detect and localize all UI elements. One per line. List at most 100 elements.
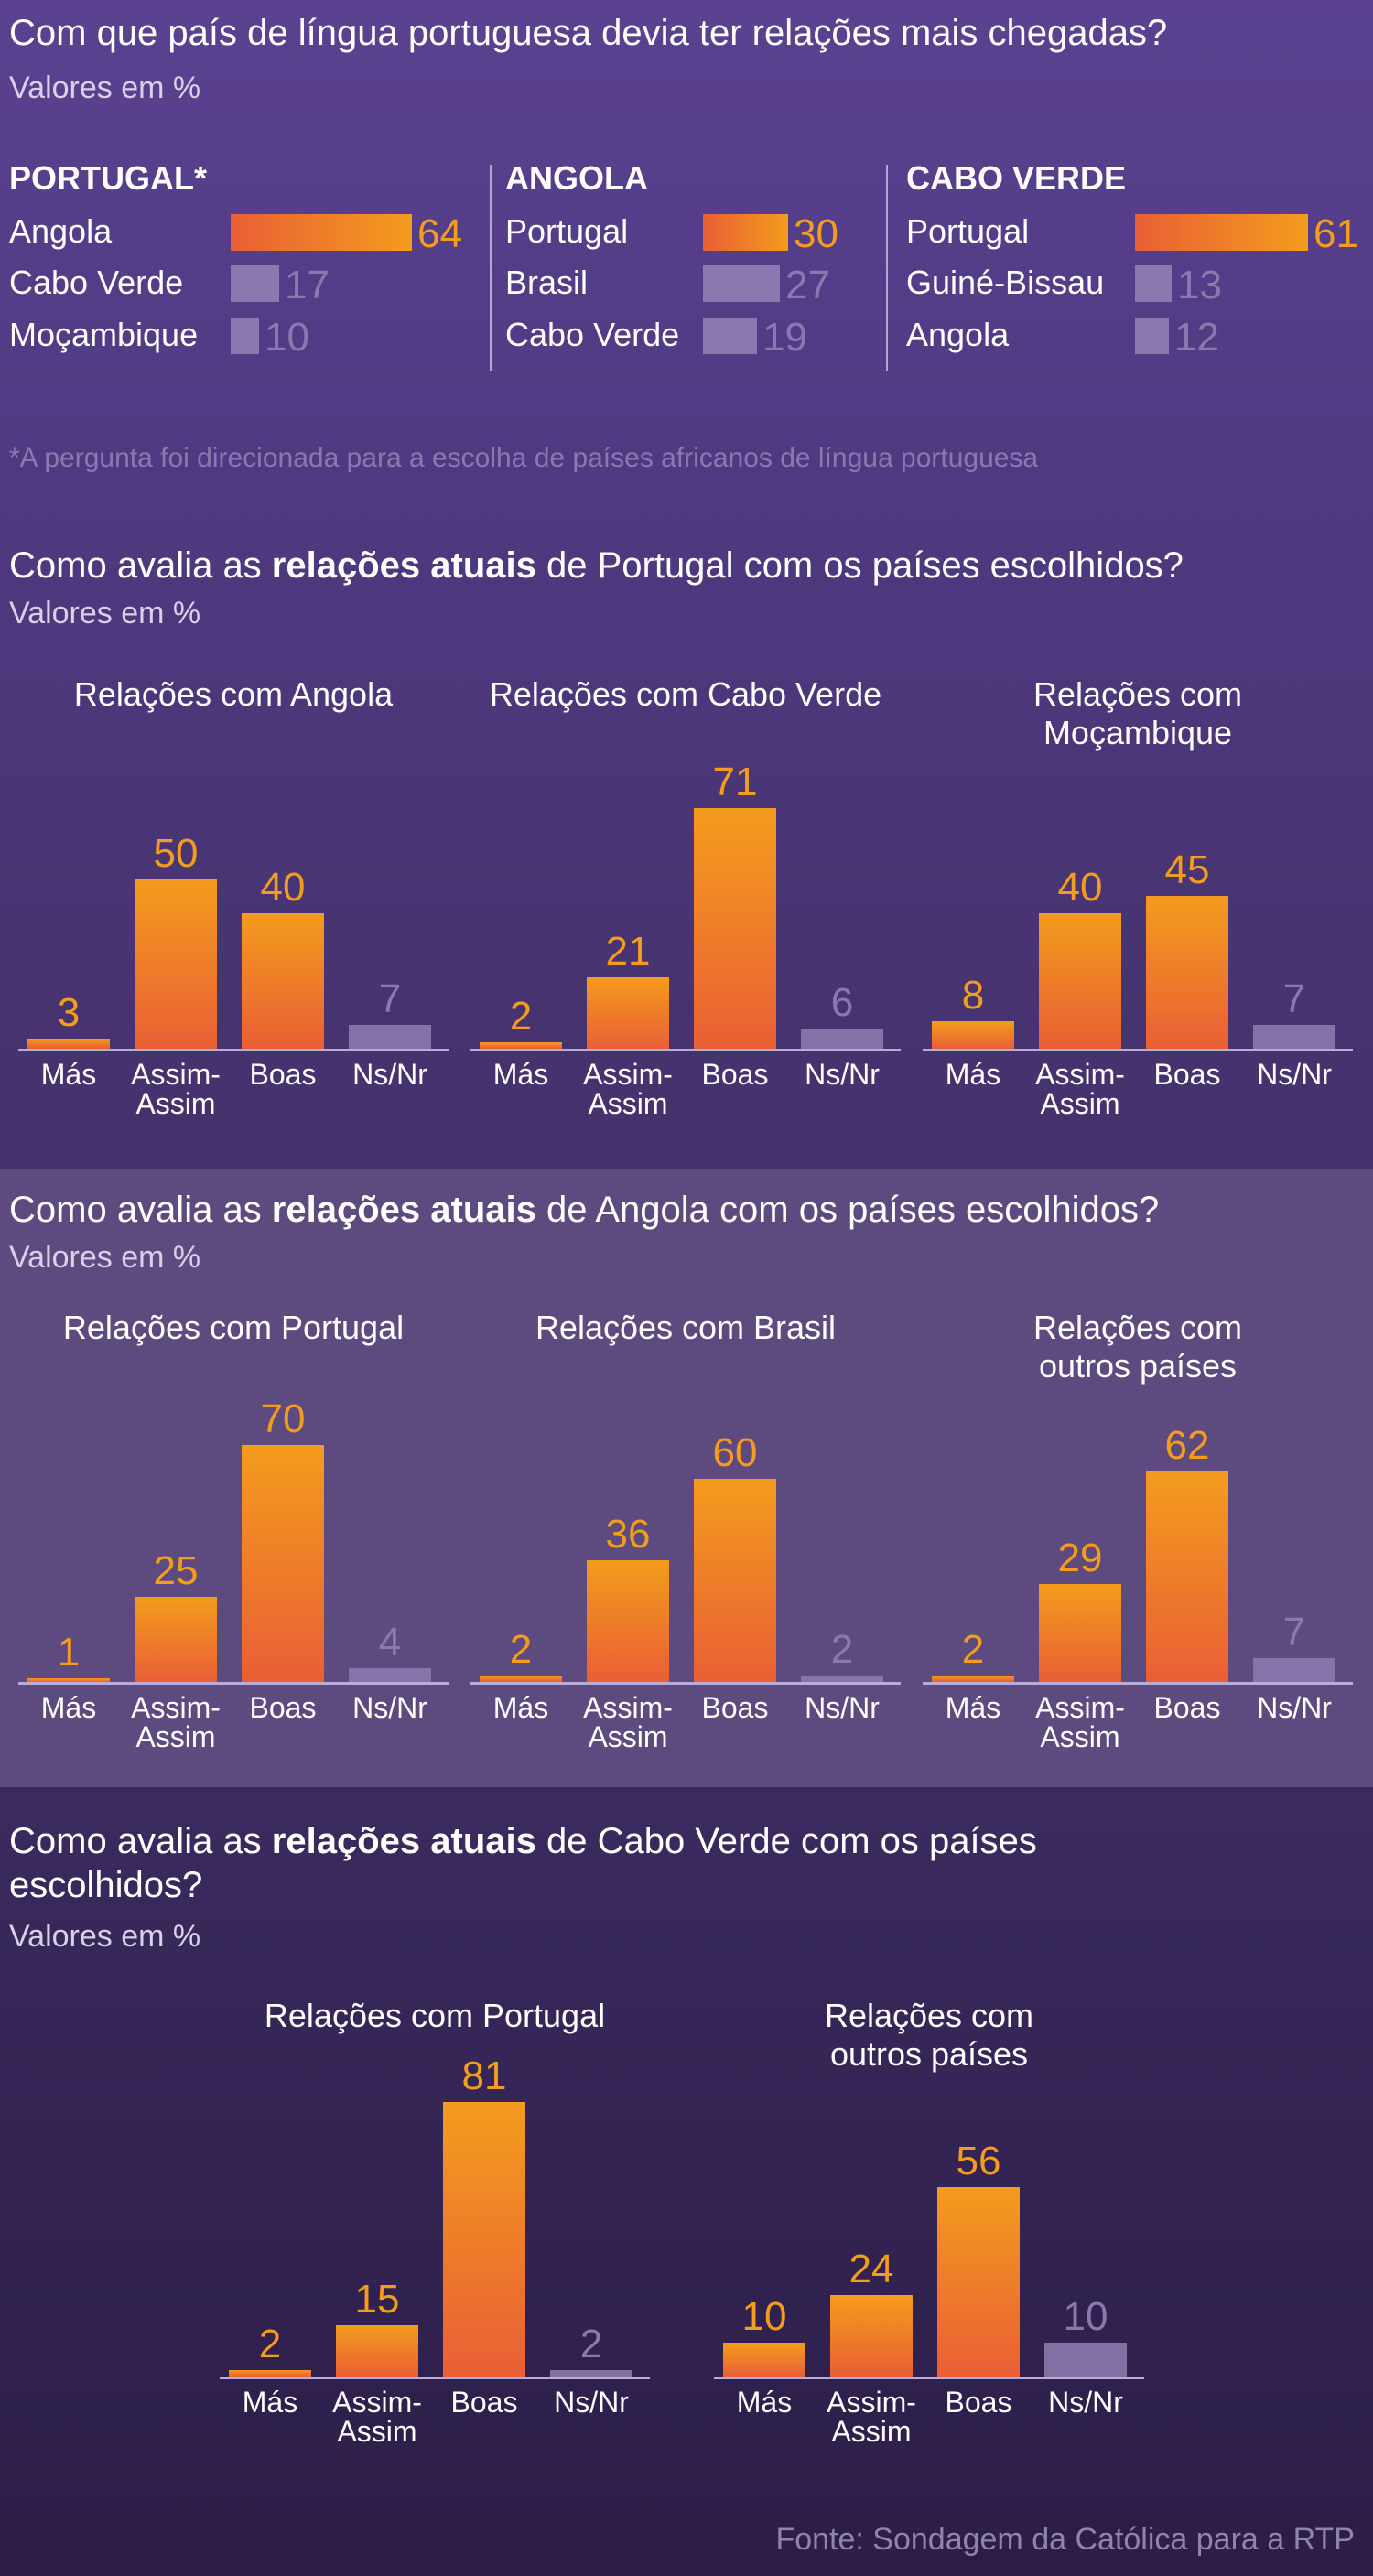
row-label: Angola bbox=[9, 212, 113, 250]
section2-subtitle: Valores em % bbox=[9, 596, 201, 631]
chart-title-line: outros países bbox=[829, 2035, 1029, 2073]
chart-title-line: Relações com Angola bbox=[73, 675, 394, 713]
chart-title-line: Relações com bbox=[824, 1997, 1034, 2034]
title-text: de Angola com os países escolhidos? bbox=[535, 1190, 1160, 1230]
category-label-line: Más bbox=[945, 1691, 1001, 1724]
bar-value-label: 7 bbox=[1282, 1610, 1306, 1654]
chart-baseline bbox=[923, 1049, 1353, 1051]
bar-value-label: 50 bbox=[153, 831, 199, 876]
category-label-line: Assim bbox=[588, 1720, 668, 1753]
chart-title-line: Relações com Portugal bbox=[264, 1997, 606, 2034]
title-text: Como avalia as bbox=[9, 1821, 272, 1861]
category-label: Assim- Assim bbox=[568, 1693, 687, 1751]
bar-value-label: 12 bbox=[1174, 315, 1219, 360]
bar-value-label: 64 bbox=[417, 211, 462, 256]
bar-value-label: 2 bbox=[258, 2322, 282, 2366]
row-label: Guiné-Bissau bbox=[906, 264, 1105, 301]
title-text: de Portugal com os países escolhidos? bbox=[535, 545, 1184, 586]
bar bbox=[801, 1676, 883, 1682]
bar bbox=[1146, 896, 1228, 1049]
category-label: Assim- Assim bbox=[1021, 1060, 1140, 1118]
bar bbox=[135, 879, 217, 1049]
category-label: Assim- Assim bbox=[568, 1060, 687, 1118]
bar-value-label: 56 bbox=[956, 2139, 1001, 2183]
bar-value-label: 7 bbox=[378, 976, 402, 1021]
preference-bar bbox=[231, 318, 259, 354]
category-label: Ns/Nr bbox=[1026, 2387, 1145, 2417]
chart-baseline bbox=[18, 1049, 449, 1051]
category-label-line: Assim bbox=[1040, 1720, 1120, 1753]
row-label: Brasil bbox=[505, 264, 589, 301]
preference-bar bbox=[703, 318, 757, 354]
section4-title: Como avalia as relações atuais de Cabo V… bbox=[9, 1819, 1199, 1907]
category-label-line: Ns/Nr bbox=[805, 1691, 880, 1724]
bar bbox=[1253, 1658, 1335, 1682]
chart-baseline bbox=[714, 2377, 1144, 2379]
bar-value-label: 71 bbox=[712, 760, 758, 804]
bar-value-label: 2 bbox=[509, 1627, 533, 1672]
category-label-line: Boas bbox=[249, 1058, 317, 1091]
title-bold-text: relações atuais bbox=[271, 1190, 536, 1230]
bar bbox=[135, 1597, 217, 1682]
bar bbox=[27, 1039, 110, 1049]
category-label-line: Assim- bbox=[1035, 1058, 1125, 1091]
chart-title-line: Relações com bbox=[1032, 675, 1243, 713]
category-label-line: Más bbox=[492, 1691, 549, 1724]
row-label: Angola bbox=[906, 316, 1010, 353]
bar bbox=[550, 2370, 632, 2377]
source-note: Fonte: Sondagem da Católica para a RTP bbox=[775, 2522, 1355, 2557]
bar bbox=[349, 1025, 431, 1049]
bar-value-label: 6 bbox=[830, 980, 854, 1025]
category-label-line: Assim- bbox=[583, 1058, 673, 1091]
chart-title-line: Relações com Cabo Verde bbox=[489, 675, 882, 713]
category-label-line: Assim- bbox=[131, 1691, 221, 1724]
bar-value-label: 27 bbox=[785, 263, 830, 307]
title-bold-text: relações atuais bbox=[271, 1821, 536, 1861]
bar-value-label: 2 bbox=[509, 994, 533, 1039]
category-label-line: Boas bbox=[249, 1691, 317, 1724]
category-label: Más bbox=[705, 2387, 824, 2417]
category-label-line: Ns/Nr bbox=[1257, 1058, 1332, 1091]
bar bbox=[587, 1560, 669, 1682]
category-label-line: Ns/Nr bbox=[1257, 1691, 1332, 1724]
chart-title-line: Relações com Portugal bbox=[62, 1309, 405, 1346]
preference-bar bbox=[1135, 318, 1169, 354]
bar-value-label: 62 bbox=[1164, 1423, 1210, 1468]
category-label-line: Assim bbox=[135, 1087, 216, 1120]
category-label: Ns/Nr bbox=[783, 1693, 902, 1722]
section4-subtitle: Valores em % bbox=[9, 1919, 201, 1954]
bar-value-label: 70 bbox=[260, 1396, 306, 1441]
category-label: Boas bbox=[676, 1060, 795, 1089]
category-label-line: Assim- bbox=[131, 1058, 221, 1091]
bar bbox=[242, 1445, 324, 1682]
bar-value-label: 40 bbox=[1057, 865, 1103, 910]
bar bbox=[1253, 1025, 1335, 1049]
bar bbox=[242, 913, 324, 1049]
bar bbox=[349, 1668, 431, 1682]
category-label-line: Ns/Nr bbox=[352, 1058, 427, 1091]
category-label: Ns/Nr bbox=[532, 2387, 651, 2417]
category-label-line: Assim bbox=[588, 1087, 668, 1120]
bar-value-label: 10 bbox=[741, 2294, 787, 2339]
section1-title: Com que país de língua portuguesa devia … bbox=[9, 13, 1168, 53]
bar bbox=[830, 2295, 913, 2377]
category-label-line: Boas bbox=[450, 2386, 518, 2419]
chart-baseline bbox=[923, 1682, 1353, 1685]
bar-value-label: 10 bbox=[1063, 2294, 1108, 2339]
bar-value-label: 8 bbox=[961, 973, 985, 1018]
bar-value-label: 2 bbox=[830, 1627, 854, 1672]
category-label: Boas bbox=[1128, 1693, 1247, 1722]
bar-value-label: 19 bbox=[762, 315, 807, 360]
bar-value-label: 24 bbox=[849, 2247, 894, 2291]
bar bbox=[1146, 1471, 1228, 1682]
category-label-line: Más bbox=[736, 2386, 793, 2419]
category-label-line: Ns/Nr bbox=[1048, 2386, 1123, 2419]
row-label: Portugal bbox=[906, 212, 1030, 250]
category-label: Ns/Nr bbox=[1235, 1693, 1354, 1722]
preference-bar bbox=[231, 265, 279, 302]
category-label-line: Assim bbox=[337, 2415, 417, 2448]
category-label-line: Assim- bbox=[332, 2386, 422, 2419]
category-label-line: Ns/Nr bbox=[554, 2386, 629, 2419]
chart-title: Relações com Portugal bbox=[9, 1309, 458, 1347]
bar bbox=[694, 1479, 776, 1682]
